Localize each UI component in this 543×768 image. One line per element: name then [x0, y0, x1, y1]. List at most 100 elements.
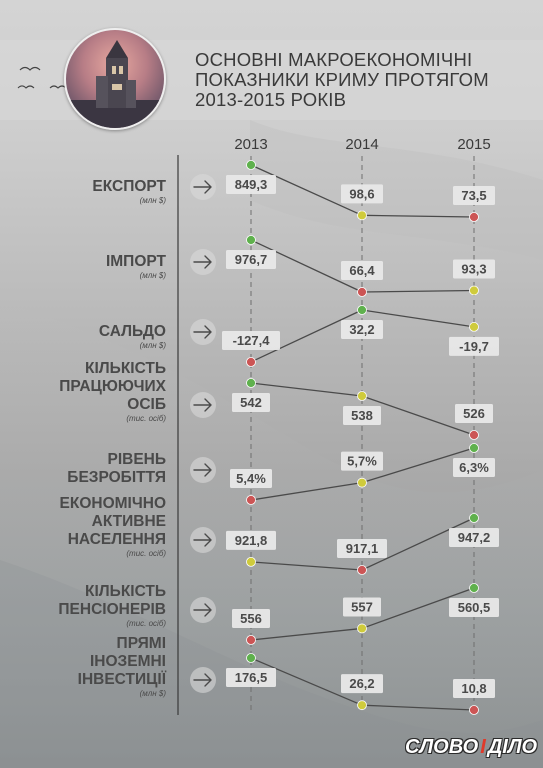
- indicator-unit-5: (тис. осіб): [126, 549, 166, 558]
- trend-line-0-1: [361, 214, 475, 218]
- indicator-name-7-line-1: ІНОЗЕМНІ: [90, 653, 166, 670]
- value-label-box-3-2: [455, 404, 493, 423]
- value-label-1-0: 976,7: [235, 252, 268, 267]
- value-label-box-7-2: [453, 679, 495, 698]
- indicator-unit-7: (млн $): [140, 689, 167, 698]
- indicator-name-3-line-0: КІЛЬКІСТЬ: [85, 360, 166, 377]
- value-label-box-0-2: [453, 186, 495, 205]
- value-label-box-4-2: [453, 458, 495, 477]
- value-label-4-1: 5,7%: [347, 454, 377, 469]
- indicator-name-5-line-0: ЕКОНОМІЧНО: [60, 495, 166, 512]
- trend-line-5-0: [250, 561, 363, 571]
- trend-line-2-0: [250, 309, 363, 363]
- arrow-right-icon-3: [193, 398, 212, 412]
- value-label-box-5-2: [449, 528, 499, 547]
- value-label-box-2-0: [222, 331, 280, 350]
- indicator-name-7-line-0: ПРЯМІ: [117, 635, 166, 652]
- arrow-right-icon-0: [193, 180, 212, 194]
- trend-line-6-0: [250, 627, 363, 641]
- value-label-6-1: 557: [351, 599, 373, 614]
- logo-left: СЛОВО: [405, 736, 479, 758]
- point-4-2: [469, 443, 479, 453]
- indicator-unit-0: (млн $): [140, 196, 167, 205]
- point-7-1: [357, 700, 367, 711]
- value-label-box-0-0: [226, 175, 276, 194]
- page-title: ОСНОВНІ МАКРОЕКОНОМІЧНІ ПОКАЗНИКИ КРИМУ …: [195, 50, 535, 110]
- value-label-5-2: 947,2: [458, 530, 491, 545]
- indicator-name-4-line-1: БЕЗРОБІТТЯ: [67, 469, 166, 486]
- arrow-right-icon-1: [193, 255, 212, 269]
- point-7-2: [469, 705, 479, 715]
- value-label-box-3-0: [232, 393, 270, 412]
- trend-line-6-1: [361, 587, 475, 630]
- value-label-0-1: 98,6: [349, 186, 374, 201]
- value-label-box-6-2: [449, 598, 499, 617]
- title-line-2: ПОКАЗНИКИ КРИМУ ПРОТЯГОМ: [195, 69, 489, 90]
- value-label-box-2-2: [449, 336, 499, 356]
- value-label-0-2: 73,5: [461, 188, 486, 203]
- arrow-right-icon-4: [193, 463, 212, 477]
- indicator-unit-1: (млн $): [140, 271, 167, 280]
- point-5-1: [357, 565, 367, 575]
- title-line-1: ОСНОВНІ МАКРОЕКОНОМІЧНІ: [195, 49, 473, 70]
- trend-line-2-1: [361, 309, 475, 328]
- slovo-i-dilo-logo: СЛОВО І ДІЛО: [405, 736, 538, 760]
- arrow-right-icon-6: [193, 603, 212, 617]
- value-label-7-0: 176,5: [235, 670, 268, 685]
- arrow-right-icon-5: [193, 533, 212, 547]
- value-label-box-5-1: [337, 539, 387, 558]
- point-2-0: [246, 357, 256, 367]
- value-label-4-2: 6,3%: [459, 460, 489, 475]
- value-label-box-1-0: [226, 250, 276, 269]
- indicator-name-2-line-0: САЛЬДО: [99, 323, 166, 340]
- arrow-right-icon-7: [193, 673, 212, 687]
- value-label-3-2: 526: [463, 406, 485, 421]
- title-line-3: 2013-2015 РОКІВ: [195, 89, 347, 110]
- point-3-1: [357, 391, 367, 401]
- trend-line-0-0: [250, 164, 363, 216]
- indicator-name-7-line-2: ІНВЕСТИЦІЇ: [78, 671, 167, 688]
- value-label-box-1-2: [453, 259, 495, 279]
- value-label-box-4-0: [230, 469, 272, 488]
- value-label-box-1-1: [341, 261, 383, 280]
- point-6-1: [357, 623, 367, 634]
- indicator-name-5-line-2: НАСЕЛЕННЯ: [68, 531, 166, 548]
- value-label-5-0: 921,8: [235, 533, 268, 548]
- indicator-unit-3: (тис. осіб): [126, 414, 166, 423]
- value-label-3-0: 542: [240, 395, 262, 410]
- indicator-name-4-line-0: РІВЕНЬ: [107, 451, 166, 468]
- header: ОСНОВНІ МАКРОЕКОНОМІЧНІ ПОКАЗНИКИ КРИМУ …: [0, 0, 543, 130]
- indicator-name-1-line-0: ІМПОРТ: [106, 253, 167, 270]
- trend-line-4-0: [250, 482, 363, 501]
- year-label-2014: 2014: [345, 136, 378, 153]
- logo-right: ДІЛО: [487, 736, 538, 758]
- point-0-2: [469, 212, 479, 222]
- trend-line-3-0: [250, 382, 363, 397]
- indicator-unit-2: (млн $): [140, 341, 167, 350]
- value-label-4-0: 5,4%: [236, 471, 266, 486]
- indicator-name-0-line-0: ЕКСПОРТ: [92, 178, 166, 195]
- indicator-name-6-line-1: ПЕНСІОНЕРІВ: [58, 601, 166, 618]
- indicator-name-3-line-1: ПРАЦЮЮЧИХ: [59, 378, 166, 395]
- value-label-6-0: 556: [240, 611, 262, 626]
- point-2-1: [357, 305, 367, 315]
- trend-line-5-1: [361, 517, 475, 571]
- indicator-name-5-line-1: АКТИВНЕ: [92, 513, 166, 530]
- point-0-1: [357, 210, 367, 221]
- value-label-box-2-1: [341, 320, 383, 339]
- value-label-box-6-0: [232, 609, 270, 628]
- value-label-7-2: 10,8: [461, 681, 486, 696]
- value-label-2-1: 32,2: [349, 322, 374, 337]
- value-label-box-4-1: [341, 451, 383, 471]
- point-4-0: [246, 495, 256, 505]
- point-6-2: [469, 583, 479, 593]
- trend-line-1-0: [250, 239, 363, 293]
- indicator-unit-6: (тис. осіб): [126, 619, 166, 628]
- trend-line-7-0: [250, 657, 363, 706]
- value-label-box-3-1: [343, 406, 381, 425]
- point-7-0: [246, 653, 256, 663]
- year-label-2015: 2015: [457, 136, 490, 153]
- value-label-2-2: -19,7: [459, 339, 489, 354]
- seagulls-decoration: [17, 66, 67, 89]
